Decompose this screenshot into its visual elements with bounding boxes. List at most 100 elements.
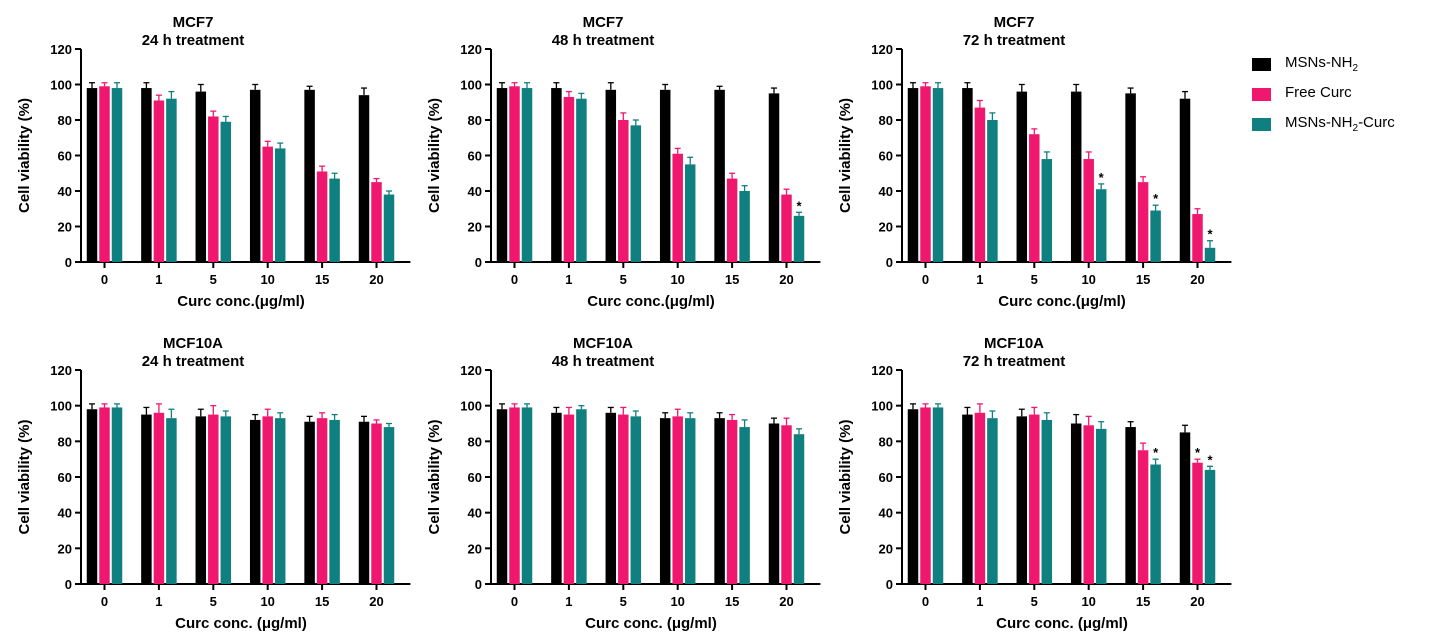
- chart-title: MCF10A: [163, 335, 223, 352]
- y-tick-label: 0: [475, 255, 482, 270]
- bar: [509, 86, 520, 263]
- bar: [605, 89, 617, 262]
- bar: [739, 427, 750, 584]
- chart-subtitle: 24 h treatment: [142, 353, 245, 370]
- bar: [1150, 464, 1161, 584]
- bar: [166, 98, 177, 262]
- y-tick-label: 0: [886, 255, 893, 270]
- bar: [1029, 134, 1040, 262]
- significance-marker: *: [796, 198, 802, 213]
- y-tick-label: 100: [50, 399, 72, 414]
- y-tick-label: 100: [460, 399, 482, 414]
- significance-marker: *: [1207, 227, 1213, 242]
- x-tick-label: 10: [260, 594, 274, 609]
- y-tick-label: 100: [871, 399, 893, 414]
- bar: [618, 414, 629, 584]
- y-tick-label: 80: [468, 434, 482, 449]
- bar: [1192, 214, 1203, 262]
- bar: [1070, 423, 1082, 584]
- bar: [672, 416, 683, 584]
- bar: [659, 89, 671, 262]
- y-axis-label: Cell viability (%): [16, 98, 33, 213]
- chart-title: MCF10A: [573, 335, 633, 352]
- bar: [932, 88, 944, 262]
- y-tick-label: 60: [879, 470, 893, 485]
- x-tick-label: 0: [101, 272, 108, 287]
- bar: [793, 434, 805, 584]
- bar: [496, 409, 508, 584]
- bar: [684, 164, 696, 262]
- bar: [551, 88, 562, 262]
- bar: [1041, 419, 1053, 584]
- y-axis-label: Cell viability (%): [837, 419, 854, 534]
- bar: [195, 416, 207, 584]
- chart-subtitle: 72 h treatment: [963, 32, 1066, 49]
- y-tick-label: 20: [468, 541, 482, 556]
- bar: [153, 412, 165, 584]
- bar: [1137, 182, 1149, 262]
- bar: [1204, 469, 1216, 584]
- bar: [509, 407, 520, 584]
- bar: [304, 421, 315, 584]
- x-tick-label: 10: [1081, 594, 1095, 609]
- bar: [208, 116, 219, 262]
- bar: [99, 407, 110, 584]
- bar: [618, 120, 629, 262]
- bar: [659, 418, 671, 584]
- bar: [630, 416, 642, 584]
- x-tick-label: 5: [1031, 594, 1038, 609]
- bar: [1125, 93, 1136, 262]
- bar: [99, 86, 110, 263]
- y-tick-label: 120: [460, 42, 482, 57]
- bar: [962, 414, 973, 584]
- y-tick-label: 100: [460, 78, 482, 93]
- bar: [220, 121, 232, 263]
- bar: [1083, 425, 1094, 584]
- bar: [249, 419, 261, 584]
- bar: [86, 409, 98, 584]
- y-tick-label: 80: [58, 113, 72, 128]
- bar: [153, 100, 165, 262]
- y-tick-label: 0: [475, 577, 482, 592]
- x-tick-label: 15: [725, 594, 739, 609]
- bar: [576, 98, 587, 262]
- significance-marker: *: [1207, 452, 1213, 467]
- y-tick-label: 60: [468, 149, 482, 164]
- significance-marker: *: [1153, 191, 1159, 206]
- x-tick-label: 1: [565, 594, 572, 609]
- y-axis-label: Cell viability (%): [426, 98, 443, 213]
- significance-marker: *: [1153, 445, 1159, 460]
- x-tick-label: 20: [1190, 594, 1204, 609]
- x-tick-label: 5: [1031, 272, 1038, 287]
- x-tick-label: 1: [565, 272, 572, 287]
- y-tick-label: 60: [58, 149, 72, 164]
- bar: [111, 88, 123, 262]
- x-tick-label: 5: [210, 594, 217, 609]
- bar: [86, 88, 98, 262]
- x-axis-label: Curc conc.(μg/ml): [177, 293, 305, 310]
- bar: [371, 182, 382, 262]
- y-tick-label: 0: [65, 577, 72, 592]
- chart-subtitle: 48 h treatment: [552, 32, 655, 49]
- bar: [1192, 462, 1203, 584]
- chart-subtitle: 72 h treatment: [963, 353, 1066, 370]
- x-tick-label: 10: [1081, 272, 1095, 287]
- bar: [141, 88, 152, 262]
- x-tick-label: 15: [315, 594, 329, 609]
- bar: [521, 88, 533, 262]
- y-tick-label: 120: [50, 42, 72, 57]
- x-tick-label: 0: [101, 594, 108, 609]
- bar: [496, 88, 508, 262]
- bar: [249, 89, 261, 262]
- legend-label-free-curc: Free Curc: [1285, 84, 1352, 101]
- bar: [1041, 159, 1053, 262]
- x-tick-label: 1: [155, 272, 162, 287]
- bar: [726, 419, 738, 584]
- bar: [907, 88, 919, 262]
- bar: [195, 91, 207, 262]
- bar: [316, 171, 328, 262]
- chart-title: MCF7: [173, 14, 214, 31]
- y-tick-label: 60: [58, 470, 72, 485]
